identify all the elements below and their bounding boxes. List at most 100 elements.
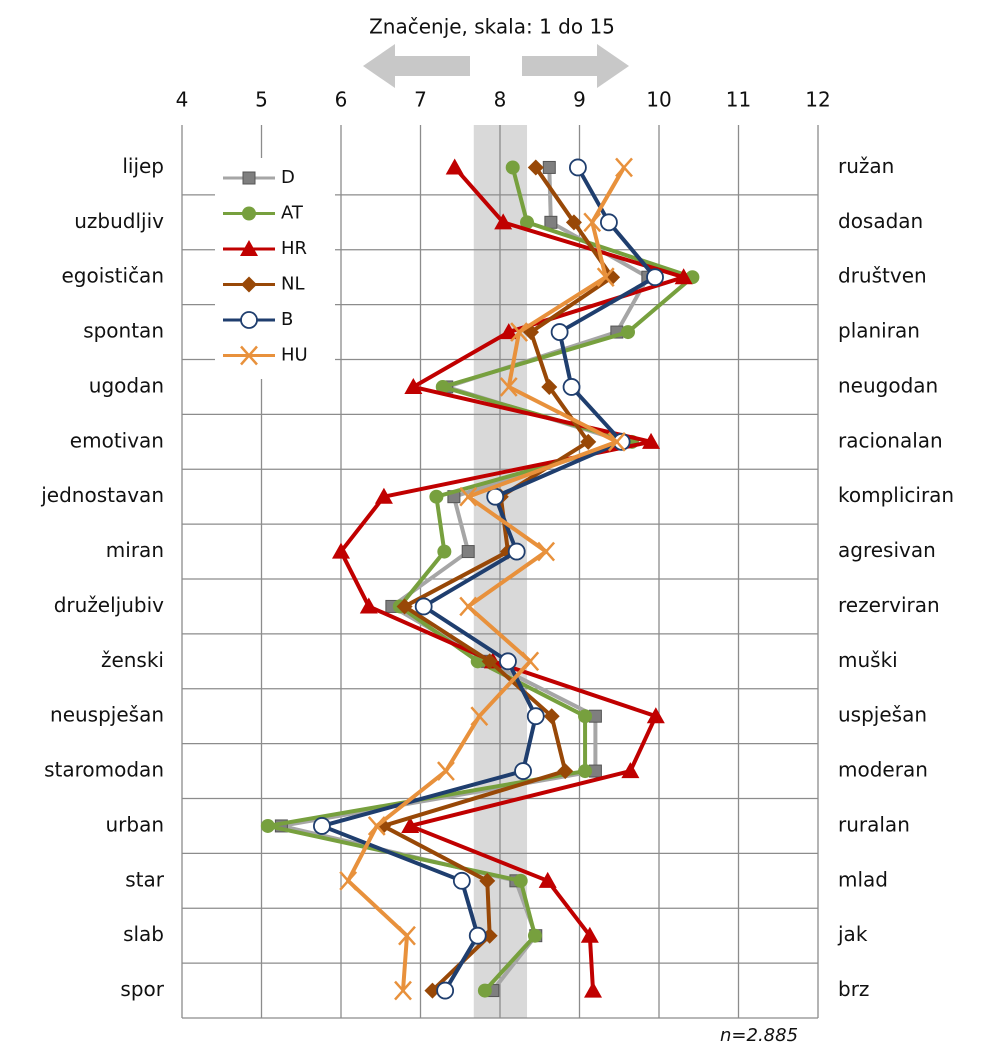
right-label: neugodan bbox=[838, 373, 938, 397]
marker bbox=[521, 651, 540, 672]
legend-marker bbox=[240, 345, 258, 366]
marker bbox=[486, 487, 505, 506]
marker bbox=[583, 212, 602, 233]
right-label: ruralan bbox=[838, 812, 910, 836]
legend-box bbox=[215, 158, 335, 379]
chart-title: Značenje, skala: 1 do 15 bbox=[369, 15, 615, 39]
left-label: spontan bbox=[83, 319, 164, 343]
left-label: emotivan bbox=[70, 428, 164, 452]
marker bbox=[621, 762, 640, 779]
marker bbox=[544, 215, 558, 229]
right-label: rezerviran bbox=[838, 593, 940, 617]
legend-label: B bbox=[281, 309, 293, 330]
marker bbox=[424, 982, 441, 999]
series-line bbox=[381, 166, 615, 993]
legend-marker bbox=[242, 171, 256, 185]
right-label: moderan bbox=[838, 758, 928, 782]
marker bbox=[401, 816, 420, 833]
arrow-left bbox=[363, 44, 470, 88]
marker bbox=[468, 926, 487, 945]
legend-label: HR bbox=[281, 238, 307, 259]
marker bbox=[513, 873, 528, 888]
right-label: brz bbox=[838, 977, 869, 1001]
marker bbox=[541, 378, 558, 395]
marker bbox=[436, 981, 455, 1000]
marker bbox=[435, 379, 450, 394]
marker bbox=[537, 541, 556, 562]
marker bbox=[479, 872, 496, 889]
legend-marker bbox=[240, 240, 258, 256]
right-label: racionalan bbox=[838, 428, 943, 452]
x-tick-label: 5 bbox=[255, 88, 268, 112]
left-label: uzbudljiv bbox=[74, 209, 164, 233]
marker bbox=[510, 322, 529, 342]
right-label: mlad bbox=[838, 867, 888, 891]
marker bbox=[578, 709, 593, 724]
legend-label: D bbox=[281, 167, 295, 188]
marker bbox=[642, 432, 661, 449]
left-label: egoističan bbox=[61, 264, 164, 288]
legend-marker bbox=[240, 311, 258, 329]
series-line bbox=[319, 166, 658, 992]
marker bbox=[580, 433, 597, 450]
left-label: spor bbox=[120, 977, 164, 1001]
marker bbox=[527, 159, 544, 176]
right-label: uspješan bbox=[838, 703, 927, 727]
marker bbox=[367, 816, 386, 836]
marker bbox=[404, 377, 423, 394]
right-label: kompliciran bbox=[838, 483, 954, 507]
legend-label: AT bbox=[281, 203, 304, 224]
marker bbox=[359, 597, 378, 614]
marker bbox=[646, 268, 664, 287]
arrow-right bbox=[522, 44, 629, 88]
marker bbox=[527, 928, 542, 943]
marker bbox=[499, 323, 518, 340]
legend-marker bbox=[241, 276, 257, 293]
marker bbox=[499, 377, 518, 397]
marker bbox=[565, 214, 582, 231]
series-line bbox=[346, 166, 626, 991]
left-label: ženski bbox=[101, 648, 164, 672]
left-label: urban bbox=[105, 812, 164, 836]
marker bbox=[538, 871, 557, 888]
marker bbox=[477, 983, 492, 998]
x-tick-label: 12 bbox=[805, 88, 830, 112]
right-label: jak bbox=[837, 922, 868, 946]
x-tick-label: 6 bbox=[335, 88, 348, 112]
right-label: dosadan bbox=[838, 209, 923, 233]
right-label: agresivan bbox=[838, 538, 936, 562]
marker bbox=[507, 542, 526, 561]
marker bbox=[607, 431, 626, 452]
marker bbox=[437, 761, 455, 781]
series-line bbox=[339, 166, 686, 991]
marker bbox=[313, 817, 331, 835]
marker bbox=[562, 378, 581, 396]
sample-note: n=2.885 bbox=[720, 1025, 798, 1046]
left-label: neuspješan bbox=[50, 703, 164, 727]
left-label: staromodan bbox=[44, 758, 164, 782]
right-label: društven bbox=[838, 264, 927, 288]
marker bbox=[526, 707, 545, 726]
legend: D AT HR NL B HU bbox=[215, 158, 335, 379]
marker bbox=[542, 160, 556, 174]
marker bbox=[452, 871, 471, 890]
marker bbox=[398, 925, 416, 946]
x-tick-label: 11 bbox=[726, 88, 751, 112]
marker bbox=[584, 981, 603, 998]
marker bbox=[394, 980, 412, 1001]
legend-label: NL bbox=[281, 274, 305, 295]
marker bbox=[620, 325, 635, 340]
marker bbox=[615, 157, 633, 178]
marker bbox=[543, 708, 560, 725]
marker bbox=[459, 596, 478, 617]
marker bbox=[481, 653, 498, 670]
marker bbox=[494, 213, 513, 230]
marker bbox=[437, 544, 452, 559]
marker bbox=[499, 652, 517, 671]
x-tick-label: 10 bbox=[646, 88, 671, 112]
marker bbox=[396, 598, 413, 615]
left-label: druželjubiv bbox=[54, 593, 164, 617]
legend-marker bbox=[242, 206, 256, 221]
left-label: ugodan bbox=[89, 373, 164, 397]
x-tick-label: 4 bbox=[176, 88, 189, 112]
